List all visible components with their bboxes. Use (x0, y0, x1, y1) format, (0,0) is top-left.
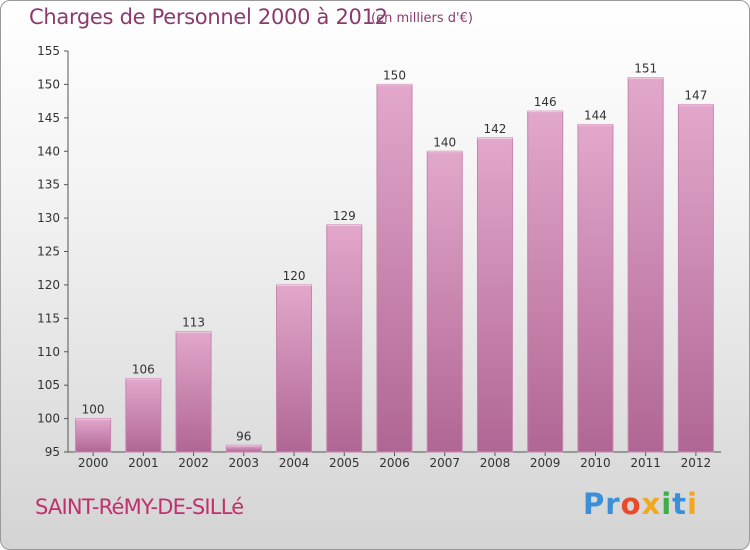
y-tick-label: 150 (37, 77, 60, 91)
y-tick-label: 125 (37, 245, 60, 259)
x-tick-label: 2004 (279, 456, 310, 470)
bar (276, 284, 313, 453)
chart-title: Charges de Personnel 2000 à 2012 (29, 5, 388, 29)
y-tick-label: 100 (37, 412, 60, 426)
bar (677, 103, 714, 453)
y-tick-label: 95 (45, 445, 60, 459)
bar (627, 77, 664, 453)
y-tick-label: 120 (37, 278, 60, 292)
y-tick-label: 135 (37, 178, 60, 192)
bar-value-label: 106 (132, 362, 155, 376)
bar (476, 137, 513, 453)
logo-part: Pr (583, 487, 621, 521)
x-tick-label: 2010 (580, 456, 611, 470)
proxiti-logo[interactable]: Proxiti (583, 487, 698, 521)
commune-name: SAINT-RéMY-DE-SILLé (35, 495, 244, 519)
y-tick-label: 155 (37, 44, 60, 58)
bar-value-label: 147 (684, 88, 707, 102)
x-tick-label: 2001 (128, 456, 159, 470)
logo-part: i (687, 487, 698, 521)
bar (426, 150, 463, 453)
x-tick-label: 2007 (429, 456, 460, 470)
x-tick-label: 2006 (379, 456, 410, 470)
chart-unit: (en milliers d'€) (371, 11, 473, 26)
y-tick-label: 130 (37, 211, 60, 225)
x-tick-label: 2002 (178, 456, 209, 470)
bar-value-label: 151 (634, 62, 657, 76)
bar (326, 224, 363, 453)
bar-value-label: 96 (236, 429, 251, 443)
y-tick-label: 115 (37, 311, 60, 325)
bar-value-label: 150 (383, 68, 406, 82)
x-tick-label: 2005 (329, 456, 360, 470)
logo-part: x (641, 487, 662, 521)
bar-value-label: 140 (433, 135, 456, 149)
bar-value-label: 129 (333, 209, 356, 223)
bar (527, 110, 564, 453)
y-tick-label: 110 (37, 345, 60, 359)
bar (175, 331, 212, 453)
bar (125, 377, 162, 453)
logo-part: o (620, 487, 642, 521)
x-tick-label: 2011 (630, 456, 661, 470)
bar-value-label: 113 (182, 316, 205, 330)
bar-value-label: 120 (283, 269, 306, 283)
bar-value-label: 100 (82, 403, 105, 417)
bar (75, 418, 112, 453)
bar-value-label: 146 (534, 95, 557, 109)
logo-part: t (672, 487, 688, 521)
bar (225, 444, 262, 453)
bar (376, 83, 413, 453)
x-tick-label: 2009 (530, 456, 561, 470)
y-tick-label: 105 (37, 378, 60, 392)
bar-value-label: 144 (584, 109, 607, 123)
x-tick-label: 2008 (480, 456, 511, 470)
x-tick-label: 2003 (229, 456, 260, 470)
y-tick-label: 145 (37, 111, 60, 125)
bar-value-label: 142 (484, 122, 507, 136)
x-tick-label: 2012 (681, 456, 712, 470)
y-tick-label: 140 (37, 144, 60, 158)
bar (577, 124, 614, 453)
logo-part: i (661, 487, 673, 521)
x-tick-label: 2000 (78, 456, 109, 470)
